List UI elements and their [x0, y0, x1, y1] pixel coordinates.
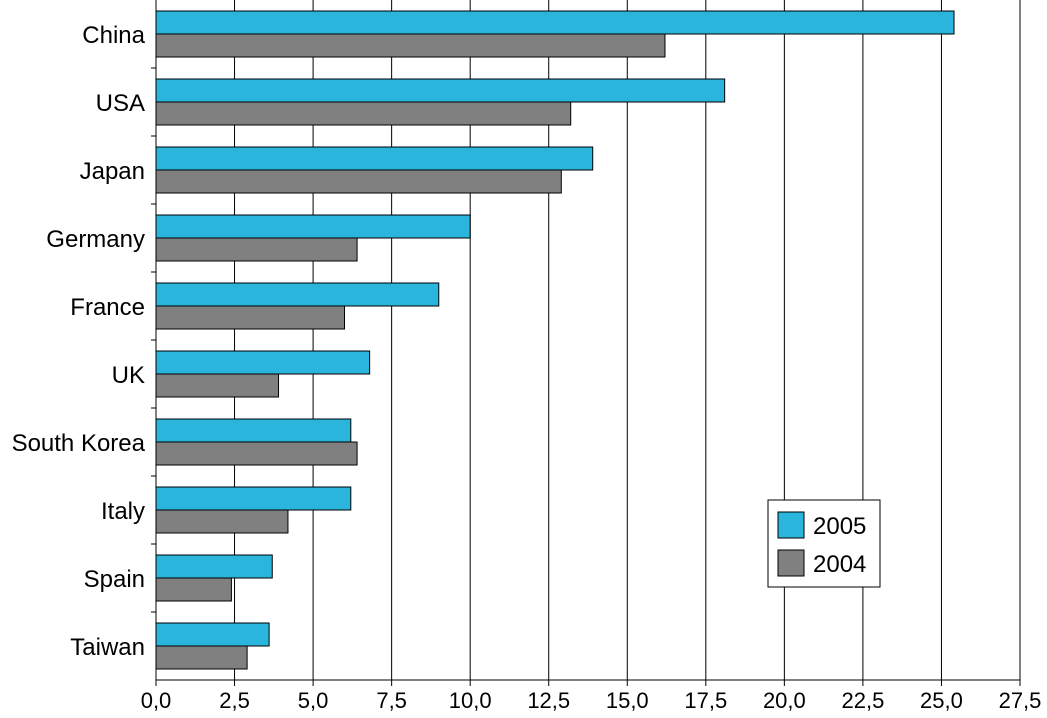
x-tick-label: 12,5 [527, 688, 570, 713]
bar-2005-italy [155, 486, 352, 511]
legend-label-2005: 2005 [813, 513, 866, 540]
legend: 2005 2004 [767, 499, 881, 588]
legend-label-2004: 2004 [813, 551, 866, 578]
bars [155, 10, 955, 670]
x-tick-label: 10,0 [449, 688, 492, 713]
bar-2005-japan [155, 146, 594, 171]
bar-2005-france [155, 282, 440, 307]
x-tick-label: 22,5 [841, 688, 884, 713]
axes [151, 0, 1021, 686]
bar-2005-usa [155, 78, 726, 103]
x-tick-label: 25,0 [920, 688, 963, 713]
bar-2004-taiwan [155, 645, 248, 670]
bar-2004-spain [155, 577, 232, 602]
bar-2005-china [155, 10, 955, 35]
category-label: France [70, 294, 145, 321]
x-tick-label: 20,0 [763, 688, 806, 713]
bar-2004-germany [155, 237, 358, 262]
bar-2005-germany [155, 214, 471, 239]
x-tick-label: 2,5 [219, 688, 250, 713]
x-tick-label: 5,0 [298, 688, 329, 713]
bar-2004-japan [155, 169, 562, 194]
category-label: USA [96, 90, 145, 117]
category-label: Taiwan [70, 634, 145, 661]
bar-2004-china [155, 33, 666, 58]
category-label: Italy [101, 498, 145, 525]
x-tick-label: 17,5 [684, 688, 727, 713]
bar-2004-france [155, 305, 346, 330]
bar-2004-south-korea [155, 441, 358, 466]
category-label: Spain [84, 566, 145, 593]
bar-2004-uk [155, 373, 280, 398]
category-label: Germany [46, 226, 145, 253]
category-label: China [82, 22, 145, 49]
bar-2005-uk [155, 350, 371, 375]
x-tick-label: 0,0 [141, 688, 172, 713]
bar-2005-south-korea [155, 418, 352, 443]
category-label: UK [112, 362, 145, 389]
category-label: Japan [80, 158, 145, 185]
legend-swatch-2005 [777, 511, 805, 539]
x-tick-label: 15,0 [606, 688, 649, 713]
bar-2004-usa [155, 101, 572, 126]
bar-2004-italy [155, 509, 289, 534]
x-tick-label: 27,5 [999, 688, 1042, 713]
category-labels: China USA Japan Germany France UK South Korea I… [12, 22, 146, 661]
bar-2005-taiwan [155, 622, 270, 647]
legend-swatch-2004 [777, 549, 805, 577]
tick-labels: 0,0 2,5 5,0 7,5 10,0 12,5 15,0 17,5 20,0 22,5 25,0… [141, 688, 1042, 713]
category-label: South Korea [12, 430, 146, 457]
bar-2005-spain [155, 554, 273, 579]
x-tick-label: 7,5 [376, 688, 407, 713]
